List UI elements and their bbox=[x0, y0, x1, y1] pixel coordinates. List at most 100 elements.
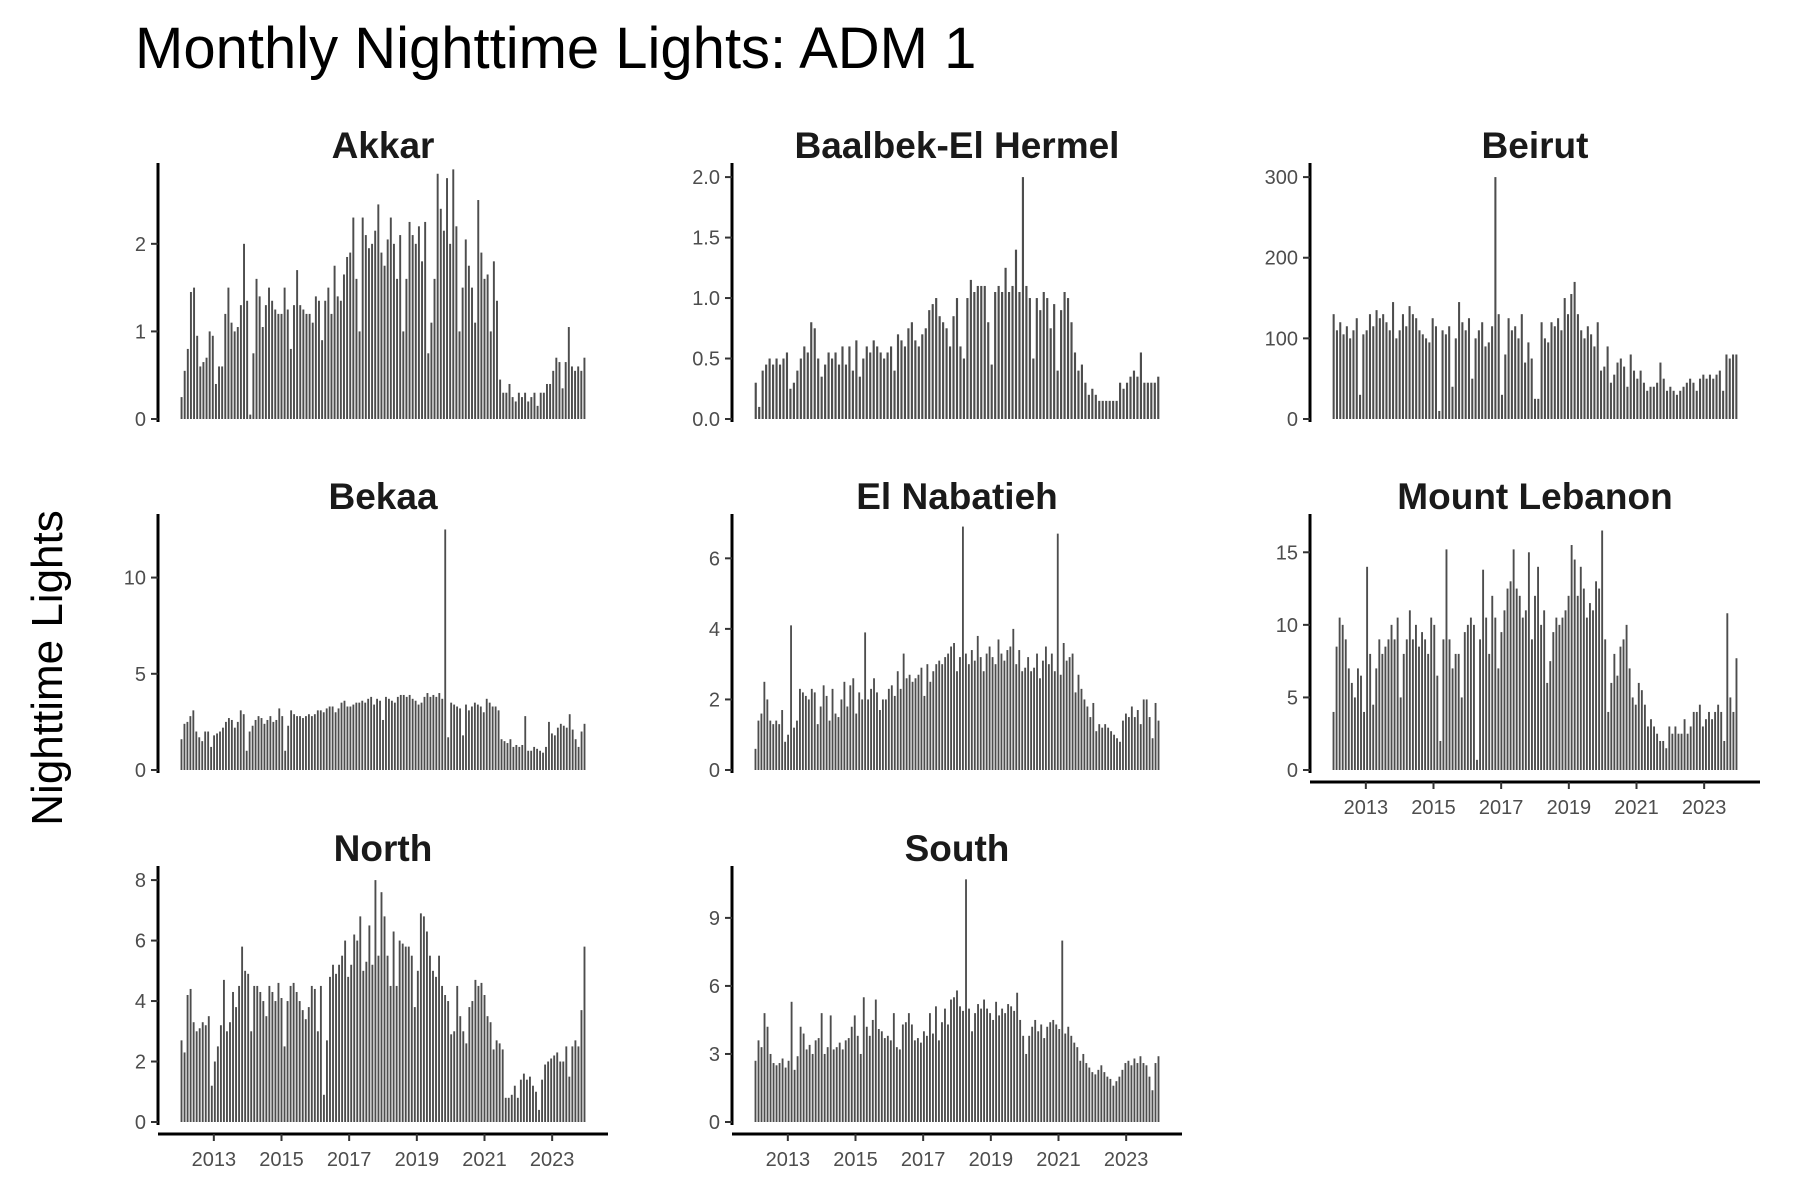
bar bbox=[341, 955, 344, 1122]
bar bbox=[1705, 719, 1707, 770]
bar bbox=[292, 982, 295, 1122]
bar bbox=[361, 217, 364, 419]
bar bbox=[476, 704, 479, 770]
bar bbox=[210, 746, 213, 770]
bar bbox=[435, 976, 437, 1122]
bar bbox=[1136, 376, 1139, 419]
bar bbox=[307, 714, 310, 770]
bar bbox=[233, 727, 236, 770]
bar bbox=[831, 688, 834, 770]
bar-series bbox=[180, 529, 586, 770]
bar bbox=[1438, 410, 1441, 419]
bar bbox=[296, 270, 299, 419]
bar bbox=[1604, 639, 1607, 770]
bar bbox=[1142, 1063, 1145, 1122]
bar bbox=[1521, 617, 1524, 770]
bar bbox=[1341, 624, 1344, 770]
bar bbox=[479, 706, 482, 770]
bar bbox=[422, 916, 425, 1122]
bar bbox=[1622, 639, 1625, 770]
bar bbox=[201, 741, 204, 770]
bar bbox=[506, 743, 509, 770]
bar bbox=[1043, 1038, 1046, 1122]
bar bbox=[994, 292, 997, 419]
bar bbox=[1527, 342, 1530, 419]
bar bbox=[853, 1015, 856, 1122]
bar bbox=[992, 1019, 995, 1122]
bar bbox=[980, 1008, 982, 1122]
bar bbox=[1388, 330, 1391, 419]
bar bbox=[1595, 581, 1597, 770]
bar bbox=[1549, 661, 1552, 770]
bar bbox=[970, 650, 973, 770]
y-tick-label: 2.0 bbox=[692, 167, 720, 189]
bar bbox=[1573, 281, 1576, 419]
bar bbox=[214, 383, 217, 419]
bar bbox=[1659, 740, 1662, 770]
bar bbox=[772, 724, 775, 770]
bar bbox=[287, 725, 290, 770]
bar bbox=[541, 1079, 544, 1122]
bar bbox=[501, 1049, 504, 1122]
panel-baalbek-el-hermel: Baalbek-El Hermel 0.0 0.5 1.0 1.5 2.0 bbox=[692, 125, 1160, 431]
bar bbox=[1148, 717, 1151, 770]
bar bbox=[230, 719, 233, 770]
bar bbox=[1385, 322, 1388, 419]
bar bbox=[837, 717, 840, 770]
bar bbox=[1086, 706, 1089, 770]
bar bbox=[976, 635, 979, 770]
bar bbox=[568, 714, 571, 770]
bar bbox=[247, 973, 250, 1122]
bar bbox=[1094, 394, 1097, 419]
bar bbox=[1708, 374, 1711, 419]
bar bbox=[1552, 632, 1555, 770]
y-tick-label: 300 bbox=[1265, 167, 1298, 189]
bar bbox=[1104, 724, 1107, 770]
bar bbox=[358, 702, 361, 770]
bar bbox=[258, 296, 261, 419]
bar bbox=[524, 392, 527, 419]
x-tick-label: 2019 bbox=[969, 1149, 1014, 1171]
bar bbox=[1517, 338, 1520, 419]
bar bbox=[910, 1024, 913, 1122]
panel-bekaa: Bekaa 0 5 10 bbox=[124, 476, 586, 782]
bar bbox=[388, 698, 390, 770]
bar bbox=[899, 688, 902, 770]
bar bbox=[1607, 711, 1610, 770]
bar bbox=[271, 300, 274, 419]
bar bbox=[834, 352, 837, 419]
bar bbox=[1136, 710, 1139, 770]
panel-el-nabatieh: El Nabatieh 0 2 4 6 bbox=[709, 476, 1160, 782]
bar bbox=[447, 737, 450, 770]
bar bbox=[538, 1109, 540, 1122]
bar bbox=[542, 392, 545, 419]
bar bbox=[926, 664, 929, 770]
bar bbox=[574, 370, 577, 419]
bar bbox=[219, 731, 221, 770]
bar bbox=[527, 401, 530, 419]
bar bbox=[1393, 639, 1396, 770]
bar bbox=[553, 1055, 556, 1122]
bar bbox=[521, 397, 523, 419]
bar bbox=[1039, 678, 1041, 770]
bar bbox=[1408, 610, 1411, 770]
bar bbox=[453, 1031, 456, 1122]
bar bbox=[374, 230, 377, 419]
bar bbox=[1382, 314, 1385, 419]
y-tick-label: 0 bbox=[135, 1112, 146, 1134]
bar bbox=[1395, 338, 1398, 419]
bar bbox=[962, 1010, 964, 1123]
bar bbox=[539, 392, 542, 419]
bar bbox=[808, 1044, 811, 1122]
bar bbox=[295, 991, 298, 1122]
bar bbox=[530, 750, 533, 770]
bar bbox=[399, 694, 402, 770]
bar bbox=[831, 358, 834, 419]
bar bbox=[1046, 298, 1049, 419]
bar bbox=[556, 1052, 559, 1122]
bar bbox=[763, 1013, 766, 1122]
bar bbox=[1127, 1060, 1130, 1122]
bar bbox=[847, 1038, 850, 1122]
bar bbox=[1136, 1063, 1139, 1122]
bar bbox=[416, 970, 419, 1122]
